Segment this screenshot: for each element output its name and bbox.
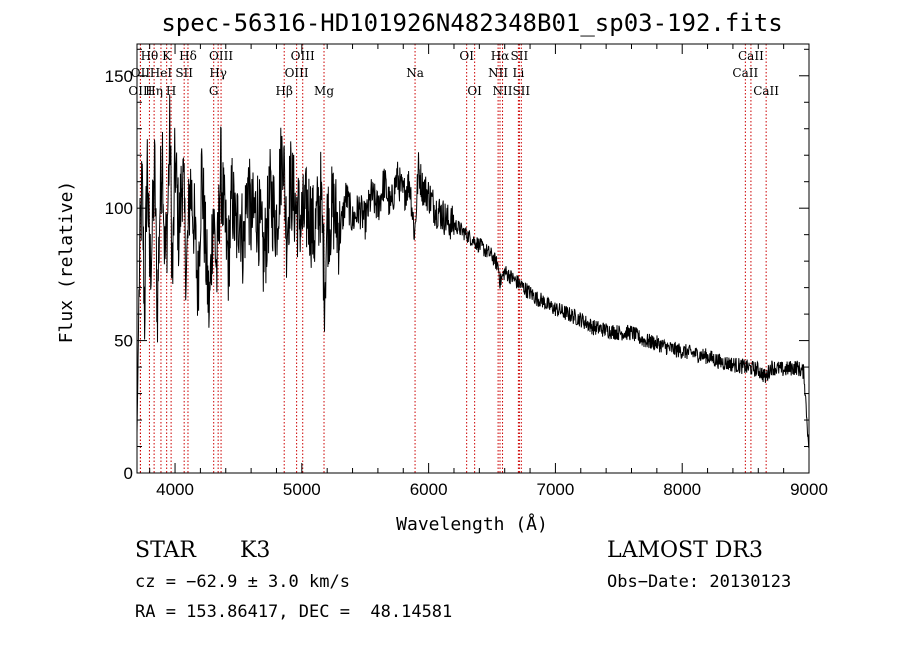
spectral-line-label: K [162, 49, 172, 63]
spectral-line-label: SII [512, 84, 530, 98]
x-axis-label: Wavelength (Å) [396, 513, 548, 535]
spectral-line-label: Mg [314, 84, 334, 98]
y-tick-label: 0 [124, 464, 133, 483]
spectral-line-label: Hθ [141, 49, 159, 63]
spectral-line-label: Hα [491, 49, 510, 63]
spectral-line-label: HeI [150, 66, 173, 80]
y-tick-label: 100 [105, 199, 133, 218]
coordinates-readout: RA = 153.86417, DEC = 48.14581 [135, 602, 453, 622]
redshift-readout: cz = −62.9 ± 3.0 km/s [135, 572, 350, 592]
object-subclass: K3 [240, 538, 271, 563]
x-tick-label: 5000 [283, 480, 321, 499]
spectral-line-label: NII [493, 84, 513, 98]
spectral-line-label: OII [131, 66, 151, 80]
spectral-line-label: CaII [732, 66, 758, 80]
spectral-line-label: Na [406, 66, 424, 80]
spectral-line-label: SII [175, 66, 193, 80]
y-axis-label: Flux (relative) [56, 181, 77, 344]
survey-name: LAMOST DR3 [607, 538, 763, 563]
spectral-line-label: Hβ [276, 84, 293, 98]
x-tick-label: 8000 [663, 480, 701, 499]
spectral-line-label: CaII [738, 49, 764, 63]
object-class: STAR [135, 538, 196, 563]
x-tick-label: 9000 [790, 480, 828, 499]
spectrum-series-line [136, 94, 810, 448]
x-axis: 4000 5000 6000 7000 8000 9000 [149, 44, 828, 499]
spectral-line-label: OIII [285, 66, 309, 80]
spectral-line-label: OIII [128, 84, 152, 98]
spectral-line-label: SII [511, 49, 529, 63]
chart-title: spec-56316-HD101926N482348B01_sp03-192.f… [161, 9, 782, 37]
x-tick-label: 6000 [410, 480, 448, 499]
x-tick-label: 7000 [537, 480, 575, 499]
spectral-line-label: G [209, 84, 219, 98]
spectral-line-label: OIII [209, 49, 233, 63]
y-tick-label: 50 [114, 332, 133, 351]
observation-date: Obs−Date: 20130123 [607, 572, 792, 592]
spectral-line-label: Hγ [209, 66, 227, 80]
spectral-line-label: OI [467, 84, 482, 98]
spectral-line-label: CaII [753, 84, 779, 98]
y-tick-label: 150 [105, 67, 133, 86]
plot-frame [136, 43, 810, 474]
spectral-line-label: H [166, 84, 176, 98]
y-axis: 0 50 100 150 [105, 48, 809, 483]
spectral-line-label: NII [488, 66, 508, 80]
spectral-line-label: OIII [291, 49, 315, 63]
spectral-line-label: Hη [145, 84, 163, 98]
x-tick-label: 4000 [156, 480, 194, 499]
spectral-line-label: Li [512, 66, 524, 80]
spectral-line-label: Hδ [179, 49, 197, 63]
spectral-line-label: OI [459, 49, 474, 63]
line-markers [139, 44, 767, 473]
